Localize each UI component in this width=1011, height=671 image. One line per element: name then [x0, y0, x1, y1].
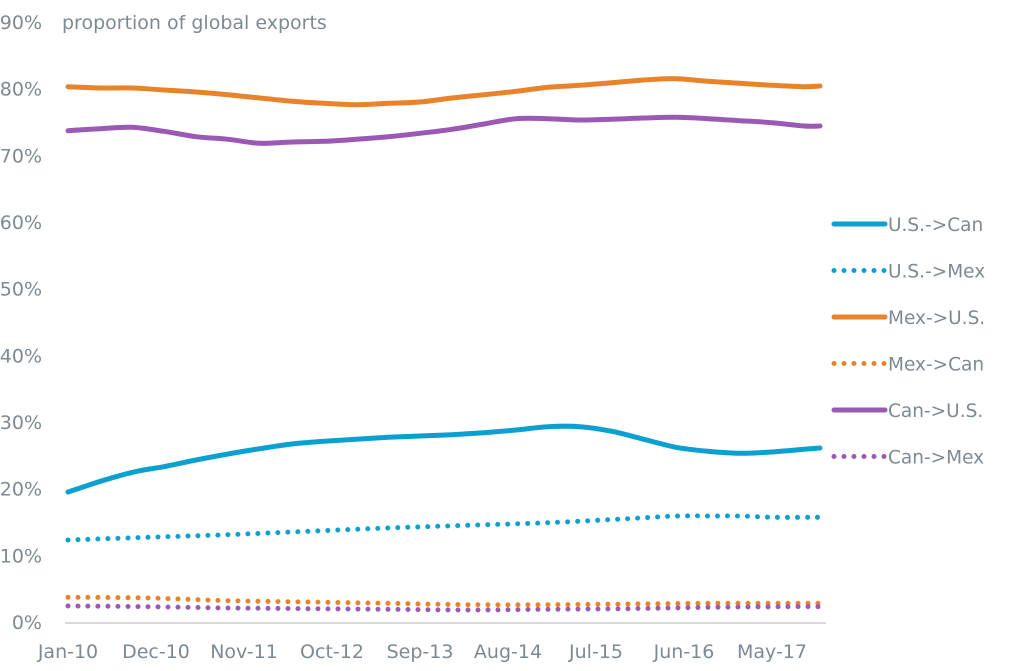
series-line-mex-u-s — [65, 76, 823, 108]
y-tick-label: 20% — [0, 479, 42, 501]
series-layer — [65, 76, 823, 613]
legend-item: Can->U.S. — [831, 401, 983, 422]
legend: U.S.->Can U.S.->Mex Mex->U.S. Mex->Can Can->… — [831, 215, 985, 469]
legend-label: U.S.->Can — [888, 215, 983, 236]
chart-title: proportion of global exports — [62, 12, 327, 34]
series-line-u-s-mex — [65, 513, 823, 543]
y-tick-label: 0% — [12, 612, 42, 634]
legend-item: Mex->U.S. — [831, 308, 985, 329]
x-tick-label: Jan-10 — [37, 641, 98, 663]
y-axis: 0% 10% 20% 30% 40% 50% 60% 70% 80% 90% — [0, 12, 42, 634]
y-tick-label: 50% — [0, 279, 42, 301]
x-tick-label: Jun-16 — [653, 641, 715, 663]
x-tick-label: May-17 — [737, 641, 807, 663]
y-tick-label: 90% — [0, 12, 42, 34]
x-tick-label: Jul-15 — [568, 641, 623, 663]
y-tick-label: 70% — [0, 145, 42, 167]
x-axis: Jan-10 Dec-10 Nov-11 Oct-12 Sep-13 Aug-14 Jul-… — [37, 641, 807, 663]
legend-label: Can->U.S. — [888, 401, 983, 422]
legend-item: Mex->Can — [831, 355, 984, 376]
legend-item: U.S.->Can — [831, 215, 983, 236]
x-tick-label: Sep-13 — [387, 641, 454, 663]
legend-label: Mex->Can — [888, 355, 984, 376]
series-line-u-s-can — [65, 423, 823, 495]
series-line-mex-can — [65, 594, 823, 608]
x-tick-label: Oct-12 — [300, 641, 364, 663]
y-tick-label: 60% — [0, 212, 42, 234]
x-tick-label: Dec-10 — [122, 641, 190, 663]
legend-label: Can->Mex — [888, 448, 984, 469]
legend-label: Mex->U.S. — [888, 308, 985, 329]
y-tick-label: 40% — [0, 345, 42, 367]
x-tick-label: Nov-11 — [210, 641, 278, 663]
y-tick-label: 30% — [0, 412, 42, 434]
x-tick-label: Aug-14 — [474, 641, 542, 663]
y-tick-label: 10% — [0, 545, 42, 567]
series-line-can-u-s — [65, 114, 823, 146]
legend-label: U.S.->Mex — [888, 262, 985, 283]
series-line-can-mex — [65, 603, 823, 613]
y-tick-label: 80% — [0, 79, 42, 101]
legend-item: U.S.->Mex — [831, 262, 985, 283]
legend-item: Can->Mex — [831, 448, 984, 469]
